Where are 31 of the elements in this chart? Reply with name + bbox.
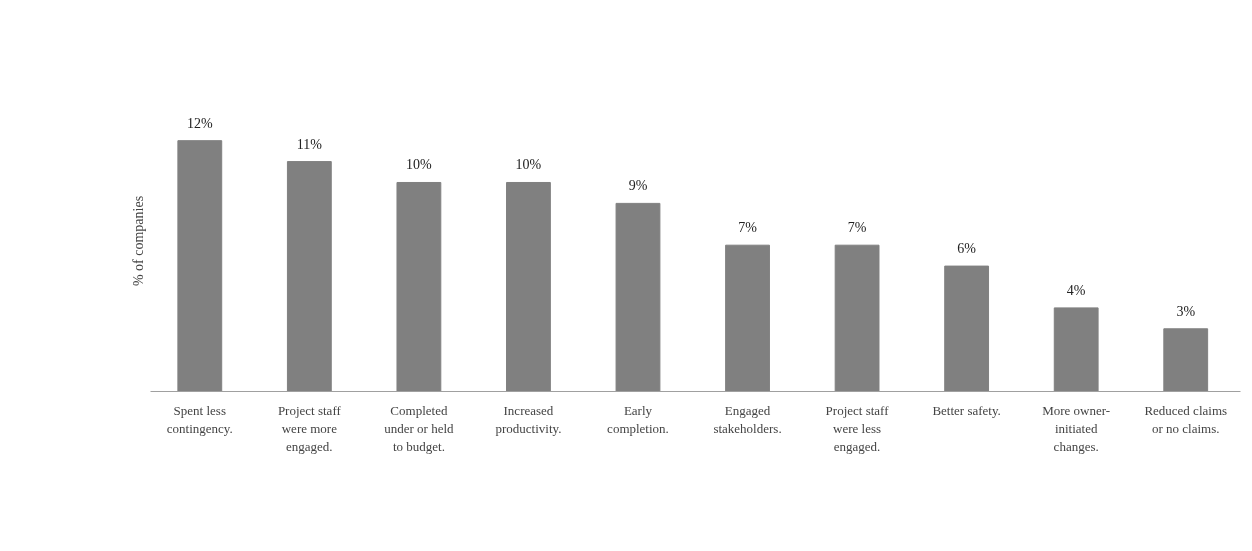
data-label: 10%	[515, 157, 542, 173]
x-tick-label: Project staff were less engaged.	[825, 402, 890, 454]
data-label: 11%	[296, 136, 323, 152]
data-label: 6%	[957, 241, 977, 257]
x-tick-label: Spent less contingency.	[166, 402, 233, 436]
data-label: 10%	[406, 157, 433, 173]
data-label: 3%	[1176, 303, 1196, 319]
bar	[286, 161, 332, 392]
data-label: 9%	[628, 178, 648, 194]
x-tick-label: Early completion.	[607, 402, 669, 436]
x-tick-label: Project staff were more engaged.	[277, 402, 342, 454]
bar	[615, 202, 661, 392]
data-label: 7%	[738, 220, 758, 236]
x-tick-label: More owner-initiated changes.	[1042, 402, 1111, 454]
x-tick-label: Reduced claims or no claims.	[1144, 402, 1228, 436]
bar	[1053, 307, 1099, 392]
x-tick-label: Completed under or held to budget.	[384, 402, 455, 454]
bar	[1163, 328, 1209, 392]
bar	[177, 140, 223, 392]
x-tick-label: Increased productivity.	[495, 402, 562, 436]
bar	[834, 244, 880, 392]
x-tick-label: Engaged stakeholders.	[713, 402, 782, 436]
y-axis-title: % of companies	[130, 195, 146, 287]
bar	[944, 265, 990, 392]
bar	[725, 244, 770, 392]
bar	[396, 181, 442, 392]
data-label: 7%	[847, 220, 867, 236]
data-label: 4%	[1066, 282, 1086, 298]
data-label: 12%	[186, 115, 213, 131]
x-tick-label: Better safety.	[932, 402, 1001, 418]
bar	[506, 181, 551, 392]
